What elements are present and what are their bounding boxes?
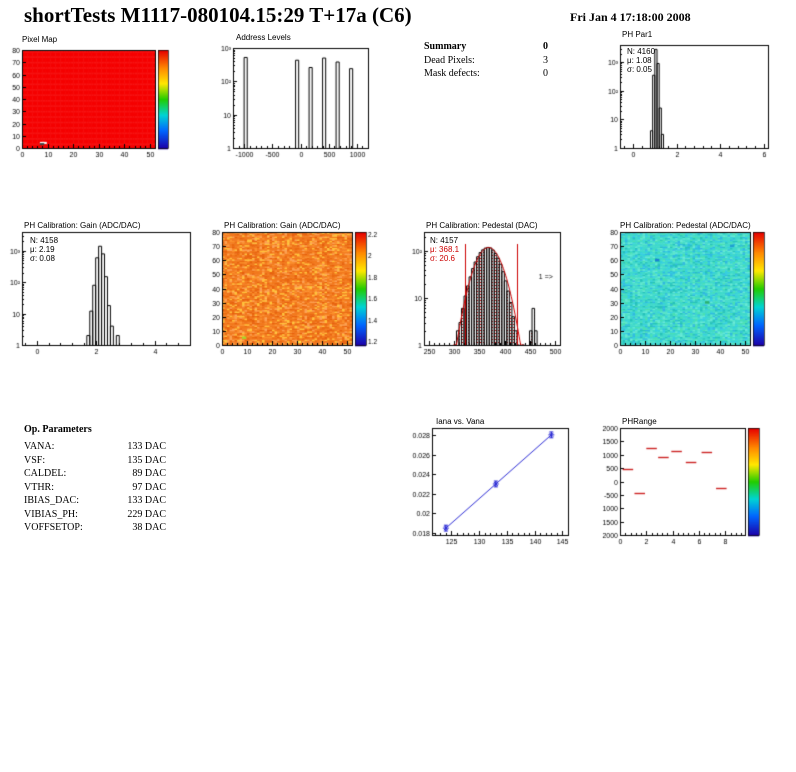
op-row-vibias-ph: VIBIAS_PH: 229 DAC (24, 508, 166, 522)
gain-hist-stats: N: 4158 μ: 2.19 σ: 0.08 (30, 236, 58, 263)
op-value: 133 DAC (127, 441, 166, 452)
stat-line-sigma: σ: 20.6 (430, 254, 455, 263)
op-label: VANA: (24, 441, 55, 452)
page-title: shortTests M1117-080104.15:29 T+17a (C6) (24, 3, 412, 27)
stat-line-sigma: σ: 0.05 (627, 65, 652, 74)
pixel-map-title: Pixel Map (22, 35, 58, 44)
op-value: 97 DAC (132, 481, 166, 493)
stat-line-mu: μ: 2.19 (30, 245, 55, 254)
address-levels-title: Address Levels (236, 33, 291, 42)
op-label: VOFFSETOP: (24, 522, 83, 533)
pedestal-hist-stats: N: 4157 μ: 368.1 σ: 20.6 (430, 236, 459, 263)
ph-par1-chart (598, 37, 774, 162)
address-levels-chart (211, 40, 376, 162)
stat-line-mu: μ: 1.08 (627, 56, 652, 65)
ph-par1-title: PH Par1 (622, 30, 653, 39)
op-value: 229 DAC (127, 508, 166, 520)
summary-row-dead-pixels: Dead Pixels: 3 (424, 54, 548, 68)
gain-hist-chart (0, 224, 196, 359)
summary-row-value: 3 (543, 54, 548, 66)
op-row-voffsetop: VOFFSETOP: 38 DAC (24, 521, 166, 535)
op-row-vana: VANA: 133 DAC (24, 440, 166, 454)
op-row-caldel: CALDEL: 89 DAC (24, 467, 166, 481)
op-value: 89 DAC (132, 468, 166, 479)
op-label: VSF: (24, 454, 46, 466)
summary-title: Summary (424, 41, 467, 52)
op-label: VIBIAS_PH: (24, 508, 78, 520)
gain-map-chart (206, 224, 400, 359)
op-row-vthr: VTHR: 97 DAC (24, 481, 166, 495)
summary-row-mask-defects: Mask defects: 0 (424, 67, 548, 81)
ph-par1-stats: N: 4160 μ: 1.08 σ: 0.05 (627, 47, 655, 74)
summary-block: Summary 0 Dead Pixels: 3 Mask defects: 0 (424, 40, 548, 81)
op-value: 135 DAC (127, 454, 166, 466)
header-date: Fri Jan 4 17:18:00 2008 (570, 10, 691, 24)
pedestal-hist-chart (404, 224, 574, 359)
stat-line-sigma: σ: 0.08 (30, 254, 55, 263)
op-parameters-block: Op. Parameters VANA: 133 DAC VSF: 135 DA… (24, 424, 166, 535)
op-parameters-title: Op. Parameters (24, 424, 92, 435)
op-value: 133 DAC (127, 495, 166, 506)
op-row-ibias-dac: IBIAS_DAC: 133 DAC (24, 494, 166, 508)
op-label: VTHR: (24, 481, 54, 493)
summary-row-label: Dead Pixels: (424, 54, 475, 66)
op-row-vsf: VSF: 135 DAC (24, 454, 166, 468)
summary-value: 0 (543, 41, 548, 52)
op-label: IBIAS_DAC: (24, 495, 80, 506)
phrange-chart (594, 420, 789, 549)
pixel-map-chart (6, 42, 186, 162)
summary-header-row: Summary 0 (424, 40, 548, 54)
summary-row-label: Mask defects: (424, 68, 480, 79)
pedestal-map-chart (604, 224, 796, 359)
op-value: 38 DAC (132, 522, 166, 533)
stat-line-mu: μ: 368.1 (430, 245, 460, 254)
op-label: CALDEL: (24, 468, 67, 479)
stat-line-n: N: 4160 (627, 47, 656, 56)
stat-line-n: N: 4157 (430, 236, 459, 245)
summary-row-value: 0 (543, 68, 548, 79)
iana-vana-chart (404, 420, 574, 549)
stat-line-n: N: 4158 (30, 236, 59, 245)
